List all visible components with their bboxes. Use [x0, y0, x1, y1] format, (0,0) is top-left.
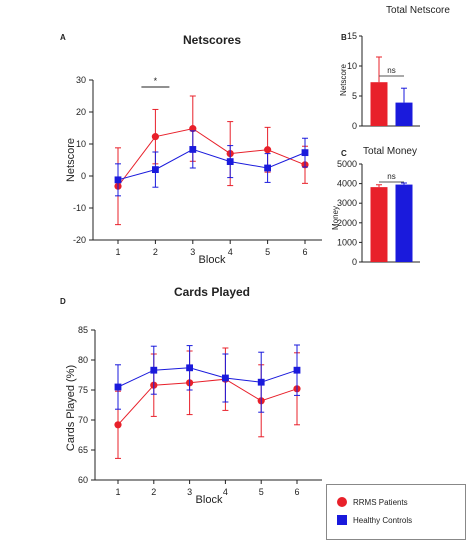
y-tick-label: 30	[76, 75, 86, 85]
bar-rrms	[370, 187, 388, 262]
legend-item-hc: Healthy Controls	[337, 515, 412, 525]
x-tick-label: 5	[259, 487, 264, 497]
y-tick-label: 10	[347, 61, 357, 71]
y-tick-label: 80	[78, 355, 88, 365]
panel-label-c: C	[341, 149, 347, 158]
series-line-hc	[117, 148, 306, 181]
significance-marker: *	[154, 76, 158, 86]
data-point-hc	[114, 383, 122, 391]
ylabel-total-netscore: Netscore	[339, 63, 348, 96]
x-tick-label: 3	[190, 247, 195, 257]
panel-label-d: D	[60, 297, 66, 306]
legend-circle-marker-icon	[337, 497, 347, 507]
y-tick-label: 2000	[337, 218, 357, 228]
title-total-money: Total Money	[363, 146, 417, 157]
y-tick-label: -10	[73, 203, 86, 213]
xlabel-cards-played: Block	[196, 494, 223, 506]
title-netscores: Netscores	[183, 33, 241, 47]
y-tick-label: 65	[78, 445, 88, 455]
data-point-rrms	[151, 133, 159, 141]
data-point-hc	[186, 364, 193, 372]
data-point-hc	[226, 158, 234, 165]
series-line-rrms	[117, 378, 298, 426]
x-tick-label: 1	[115, 487, 120, 497]
data-point-hc	[301, 149, 309, 157]
legend-label-hc: Healthy Controls	[353, 515, 413, 525]
ylabel-netscores: Netscore	[65, 138, 77, 182]
y-tick-label: 10	[76, 139, 86, 149]
data-point-rrms	[114, 421, 122, 429]
y-tick-label: 1000	[337, 237, 357, 247]
xlabel-netscores: Block	[199, 254, 226, 266]
x-tick-label: 1	[115, 247, 120, 257]
legend-label-rrms: RRMS Patients	[353, 497, 408, 507]
bar-hc	[395, 184, 413, 262]
bar-hc	[395, 102, 413, 126]
bar-rrms	[370, 82, 388, 126]
y-tick-label: 0	[81, 171, 86, 181]
series-line-rrms	[117, 128, 306, 187]
x-tick-label: 4	[228, 247, 233, 257]
y-tick-label: 0	[352, 121, 357, 131]
y-tick-label: 70	[78, 415, 88, 425]
title-cards-played: Cards Played	[174, 285, 250, 299]
x-tick-label: 5	[265, 247, 270, 257]
y-tick-label: -20	[73, 235, 86, 245]
y-tick-label: 85	[78, 325, 88, 335]
x-tick-label: 2	[153, 247, 158, 257]
data-point-hc	[222, 374, 229, 382]
data-point-hc	[189, 146, 197, 153]
panel-label-a: A	[60, 33, 66, 42]
x-tick-label: 4	[223, 487, 228, 497]
ylabel-total-money: Money	[331, 206, 340, 230]
y-tick-label: 75	[78, 385, 88, 395]
title-total-netscore: Total Netscore	[386, 5, 450, 16]
legend-square-marker-icon	[337, 515, 347, 525]
series-line-hc	[117, 367, 298, 388]
data-point-hc	[150, 366, 158, 374]
data-point-hc	[264, 164, 271, 172]
y-tick-label: 20	[76, 107, 86, 117]
x-tick-label: 3	[187, 487, 192, 497]
legend: RRMS Patients Healthy Controls	[326, 484, 466, 540]
ylabel-cards-played: Cards Played (%)	[65, 365, 77, 451]
y-tick-label: 5000	[337, 159, 357, 169]
y-tick-label: 3000	[337, 198, 357, 208]
x-tick-label: 6	[294, 487, 299, 497]
data-point-hc	[152, 166, 159, 173]
y-tick-label: 15	[347, 31, 357, 41]
y-tick-label: 4000	[337, 179, 357, 189]
y-tick-label: 5	[352, 91, 357, 101]
x-tick-label: 6	[302, 247, 307, 257]
data-point-rrms	[264, 146, 272, 154]
data-point-hc	[293, 366, 301, 374]
x-tick-label: 2	[151, 487, 156, 497]
panel-label-b: B	[341, 33, 347, 42]
legend-item-rrms: RRMS Patients	[337, 497, 408, 507]
data-point-hc	[114, 176, 122, 184]
y-tick-label: 0	[352, 257, 357, 267]
y-tick-label: 60	[78, 475, 88, 485]
ns-label: ns	[387, 66, 395, 75]
ns-label: ns	[387, 172, 395, 181]
data-point-hc	[257, 378, 265, 386]
